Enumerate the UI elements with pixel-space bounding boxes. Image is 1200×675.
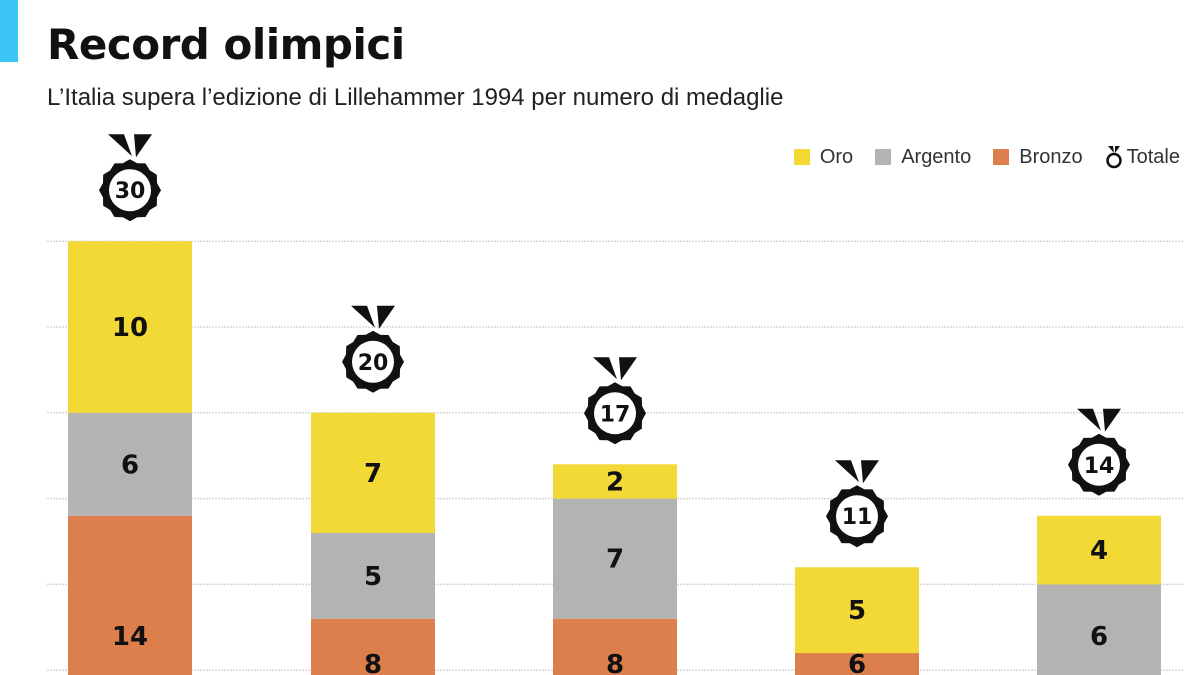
legend-item-totale: Totale	[1105, 145, 1180, 169]
bar-segment-argento	[68, 412, 192, 516]
legend-swatch-bronzo	[993, 149, 1010, 165]
legend-swatch-argento	[875, 149, 892, 165]
data-label-bronzo: 14	[112, 622, 148, 652]
data-label-argento: 6	[1090, 622, 1108, 652]
legend-swatch-oro	[793, 149, 810, 165]
data-label-oro: 4	[1090, 536, 1108, 566]
total-label: 14	[1084, 454, 1115, 479]
legend-label-totale: Totale	[1126, 145, 1180, 168]
total-medal-icon	[826, 460, 888, 548]
total-label: 20	[358, 351, 389, 376]
bar-segment-oro	[68, 241, 192, 413]
legend-label-oro: Oro	[819, 145, 854, 168]
bar-segment-oro	[795, 567, 919, 654]
bar-segment-oro	[1037, 515, 1161, 585]
total-medal-icon	[1068, 408, 1130, 496]
bar-segment-bronzo	[553, 618, 677, 675]
data-label-argento: 5	[364, 562, 382, 592]
total-label: 11	[842, 505, 873, 530]
data-label-argento: 7	[606, 545, 624, 575]
data-label-oro: 2	[606, 467, 624, 497]
chart-title: Record olimpici	[47, 20, 405, 69]
legend: Oro Argento Bronzo Totale	[772, 145, 1180, 169]
legend-label-argento: Argento	[901, 145, 972, 168]
bar-segment-oro	[553, 464, 677, 499]
legend-label-bronzo: Bronzo	[1019, 145, 1083, 168]
chart-subtitle: L’Italia supera l’edizione di Lillehamme…	[47, 84, 784, 111]
bar-segment-argento	[311, 532, 435, 619]
bar-segment-bronzo	[795, 653, 919, 675]
total-medal-icon	[99, 134, 161, 222]
data-label-bronzo: 8	[606, 650, 624, 675]
bar-segment-bronzo	[68, 515, 192, 675]
total-label: 30	[115, 179, 146, 204]
data-label-bronzo: 6	[848, 650, 866, 675]
bar-segment-argento	[553, 498, 677, 619]
legend-item-bronzo: Bronzo	[993, 145, 1083, 169]
data-label-oro: 5	[848, 596, 866, 626]
accent-bar	[0, 0, 18, 62]
bar-segment-argento	[1037, 584, 1161, 675]
data-label-oro: 10	[112, 313, 148, 343]
bar-segment-bronzo	[311, 618, 435, 675]
total-label: 17	[600, 402, 631, 427]
total-medal-icon	[342, 305, 404, 393]
legend-item-oro: Oro	[793, 145, 854, 169]
medal-icon	[1105, 146, 1122, 169]
total-medal-icon	[584, 357, 646, 445]
bar-segment-oro	[311, 412, 435, 533]
legend-item-argento: Argento	[875, 146, 971, 169]
data-label-oro: 7	[364, 459, 382, 489]
data-label-argento: 6	[121, 450, 139, 480]
data-label-bronzo: 8	[364, 650, 382, 675]
